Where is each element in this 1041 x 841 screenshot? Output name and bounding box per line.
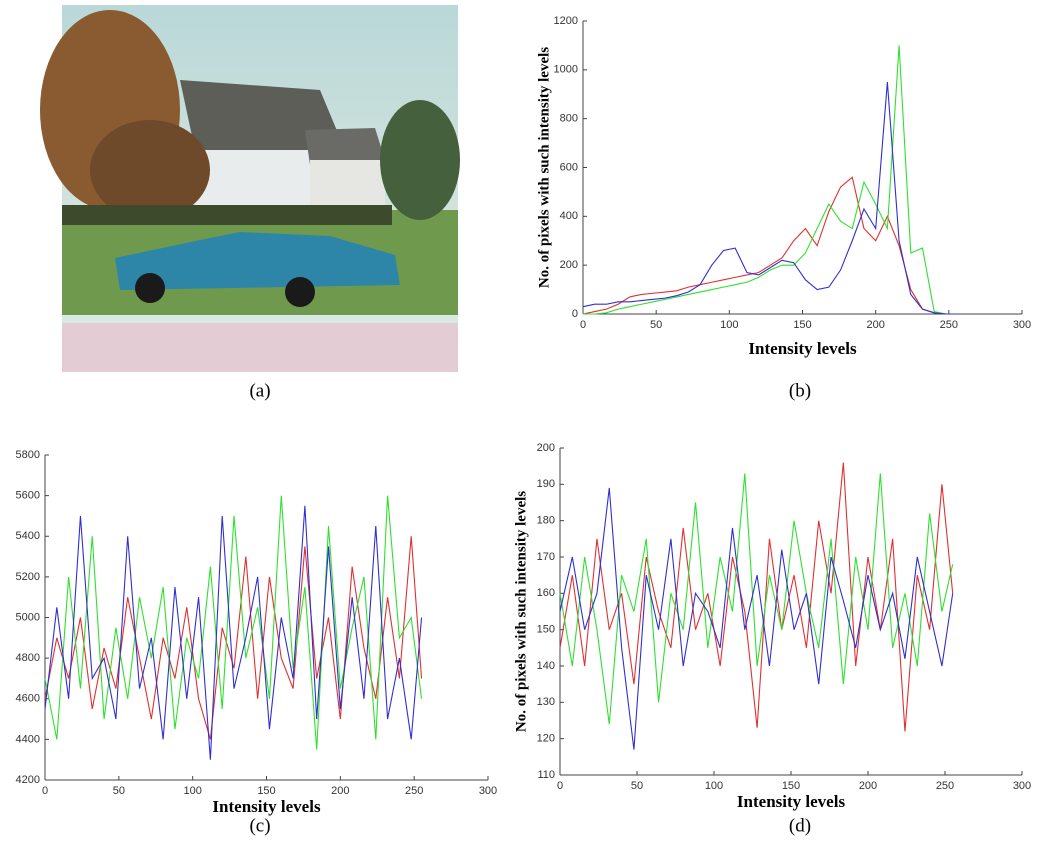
y-tick-label: 180 <box>537 515 555 527</box>
y-tick-label: 4200 <box>16 774 40 786</box>
y-tick-label: 5200 <box>16 571 40 583</box>
y-tick-label: 120 <box>537 733 555 745</box>
x-tick-label: 150 <box>257 785 275 797</box>
x-tick-label: 0 <box>580 319 586 331</box>
x-tick-label: 250 <box>936 780 954 792</box>
photo <box>40 5 460 372</box>
y-tick-label: 1200 <box>554 15 578 27</box>
series-line <box>44 495 423 750</box>
x-tick-label: 50 <box>113 785 125 797</box>
panel-caption: (c) <box>249 815 270 836</box>
panel-caption: (b) <box>789 380 811 401</box>
y-tick-label: 4800 <box>16 652 40 664</box>
y-tick-label: 5600 <box>16 490 40 502</box>
y-tick-label: 160 <box>537 587 555 599</box>
y-tick-label: 800 <box>560 113 578 125</box>
x-tick-label: 150 <box>782 780 800 792</box>
y-tick-label: 130 <box>537 696 555 708</box>
x-tick-label: 300 <box>1013 780 1031 792</box>
x-axis-label: Intensity levels <box>737 792 846 811</box>
x-tick-label: 200 <box>331 785 349 797</box>
y-tick-label: 4400 <box>16 733 40 745</box>
y-tick-label: 140 <box>537 660 555 672</box>
y-tick-label: 5800 <box>16 449 40 461</box>
series-line <box>583 45 957 315</box>
x-tick-label: 200 <box>859 780 877 792</box>
x-axis-label: Intensity levels <box>748 339 857 358</box>
y-tick-label: 600 <box>560 161 578 173</box>
y-tick-label: 170 <box>537 551 555 563</box>
series-line <box>559 462 954 732</box>
y-tick-label: 200 <box>560 259 578 271</box>
x-tick-label: 100 <box>183 785 201 797</box>
x-tick-label: 100 <box>720 319 738 331</box>
y-axis-label: No. of pixels with such intensity levels <box>513 491 529 732</box>
x-tick-label: 300 <box>479 785 497 797</box>
x-tick-label: 50 <box>631 780 643 792</box>
x-axis-label: Intensity levels <box>212 797 321 816</box>
series-line <box>44 536 423 740</box>
x-tick-label: 250 <box>940 319 958 331</box>
y-tick-label: 5400 <box>16 530 40 542</box>
y-tick-label: 5000 <box>16 611 40 623</box>
panel-caption: (a) <box>249 380 270 401</box>
x-tick-label: 150 <box>793 319 811 331</box>
series-line <box>559 487 954 750</box>
panel-caption: (d) <box>789 815 811 836</box>
x-tick-label: 50 <box>650 319 662 331</box>
x-tick-label: 0 <box>42 785 48 797</box>
y-tick-label: 1000 <box>554 64 578 76</box>
series-line <box>44 505 423 760</box>
series-line <box>582 176 957 315</box>
x-tick-label: 100 <box>705 780 723 792</box>
y-tick-label: 400 <box>560 210 578 222</box>
y-tick-label: 190 <box>537 478 555 490</box>
y-axis-label: No. of pixels with such intensity levels <box>536 47 552 288</box>
x-tick-label: 300 <box>1013 319 1031 331</box>
x-tick-label: 0 <box>557 780 563 792</box>
y-tick-label: 4600 <box>16 693 40 705</box>
series-line <box>582 81 957 315</box>
y-tick-label: 110 <box>537 769 555 781</box>
x-tick-label: 250 <box>405 785 423 797</box>
series-line <box>559 473 954 725</box>
y-tick-label: 0 <box>572 308 578 320</box>
y-tick-label: 200 <box>537 442 555 454</box>
y-tick-label: 150 <box>537 624 555 636</box>
x-tick-label: 200 <box>866 319 884 331</box>
